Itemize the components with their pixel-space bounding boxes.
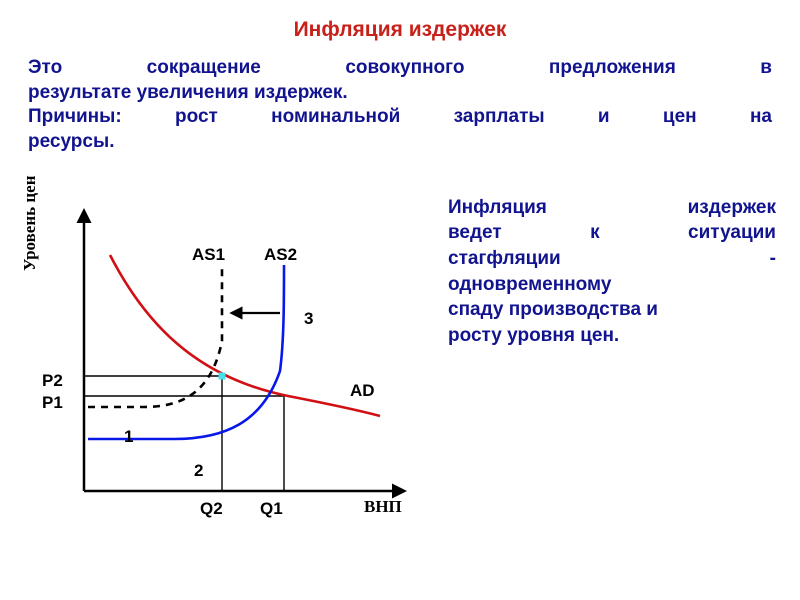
label-as1: AS1 <box>192 245 225 265</box>
intro-paragraph: Это сокращение совокупного предложения в… <box>0 56 800 163</box>
side-line-3: стагфляции - <box>448 246 776 272</box>
intersection-marker <box>219 372 226 379</box>
label-q1: Q1 <box>260 499 283 519</box>
intro-line-3: Причины: рост номинальной зарплаты и цен… <box>28 105 772 130</box>
y-axis-label: Уровень цен <box>20 175 40 271</box>
side-line-2: ведет к ситуации <box>448 220 776 246</box>
intro-line-1: Это сокращение совокупного предложения в <box>28 56 772 81</box>
label-ad: AD <box>350 381 375 401</box>
label-p2: P2 <box>42 371 63 391</box>
label-q2: Q2 <box>200 499 223 519</box>
chart-svg <box>24 191 424 531</box>
ad-curve <box>110 255 380 416</box>
side-line-5: спаду производства и <box>448 297 776 323</box>
chart-container: Уровень цен P1 P2 Q1 Q2 AS1 AS2 AD 1 2 3… <box>24 191 424 531</box>
intro-line-4: ресурсы. <box>28 130 772 155</box>
label-as2: AS2 <box>264 245 297 265</box>
side-line-6: росту уровня цен. <box>448 323 776 349</box>
as1-curve-dashed <box>88 265 222 407</box>
x-axis-label: ВНП <box>364 497 402 517</box>
content-row: Уровень цен P1 P2 Q1 Q2 AS1 AS2 AD 1 2 3… <box>0 163 800 531</box>
intro-line-2: результате увеличения издержек. <box>28 81 772 106</box>
side-line-1: Инфляция издержек <box>448 195 776 221</box>
label-region-3: 3 <box>304 309 313 329</box>
side-paragraph: Инфляция издержек ведет к ситуации стагф… <box>448 191 776 531</box>
label-region-1: 1 <box>124 427 133 447</box>
label-region-2: 2 <box>194 461 203 481</box>
page-title: Инфляция издержек <box>0 0 800 56</box>
label-p1: P1 <box>42 393 63 413</box>
side-line-4: одновременному <box>448 272 776 298</box>
